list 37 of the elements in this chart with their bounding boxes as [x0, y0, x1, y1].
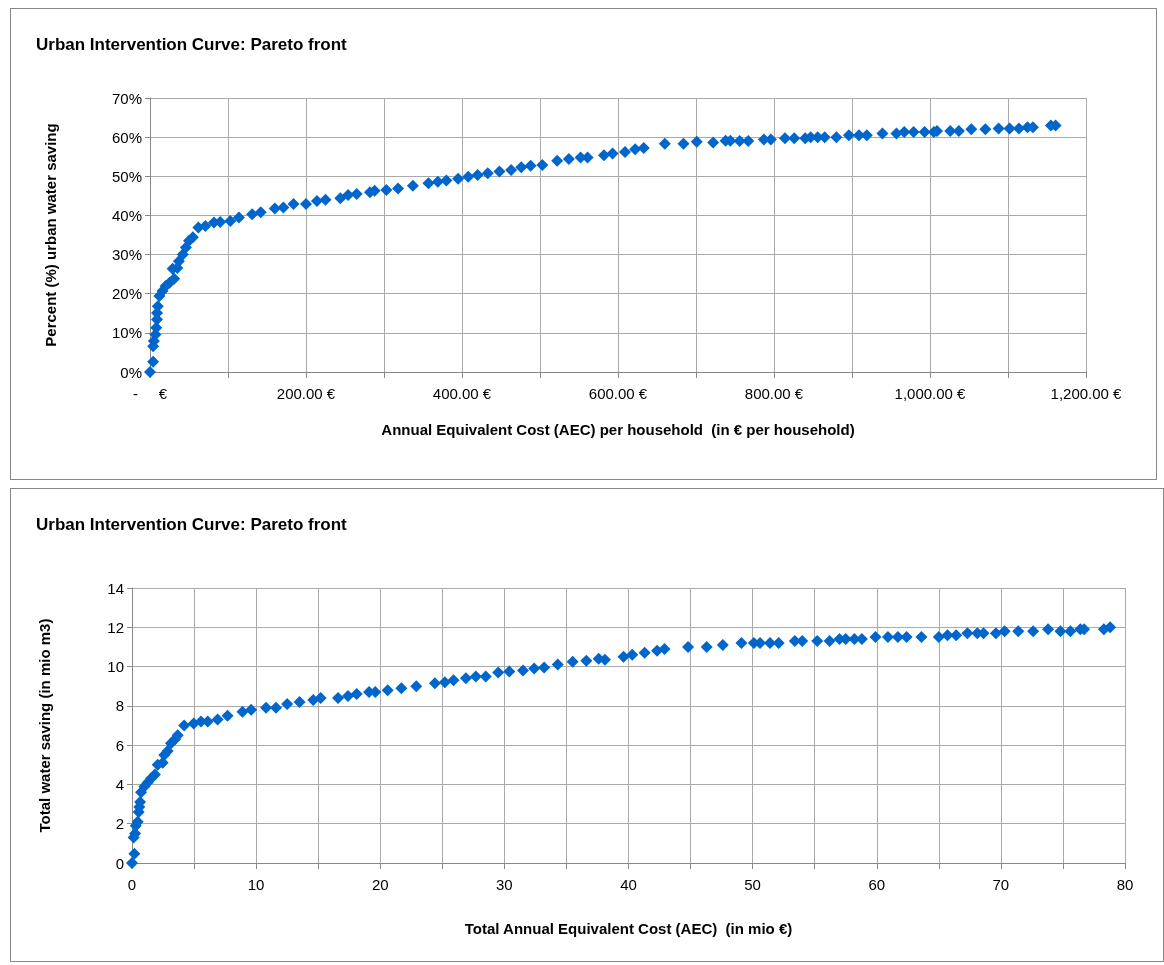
x-tick-label: 1,200.00 € — [1050, 385, 1123, 402]
x-axis-title: Annual Equivalent Cost (AEC) per household (in € per household) — [381, 421, 855, 438]
y-tick-label: 0% — [120, 363, 142, 381]
x-tick-label: 1,000.00 € — [894, 385, 967, 402]
y-tick-label: 60% — [111, 128, 142, 146]
x-tick-label: 50 — [744, 876, 761, 893]
x-tick-label: 30 — [496, 876, 513, 893]
x-tick-label: 80 — [1116, 876, 1134, 893]
chart-title: Urban Intervention Curve: Pareto front — [36, 515, 348, 534]
y-axis-title: Percent (%) urban water saving — [42, 123, 59, 347]
y-tick-label: 2 — [115, 815, 124, 833]
y-tick-label: 40% — [111, 206, 142, 224]
x-tick-label: 600.00 € — [588, 385, 648, 402]
x-tick-label: 200.00 € — [276, 385, 336, 402]
x-axis-title: Total Annual Equivalent Cost (AEC) (in mio €) — [464, 920, 793, 937]
y-tick-label: 50% — [111, 167, 142, 185]
y-tick-label: 30% — [111, 246, 142, 264]
y-tick-label: 10% — [111, 324, 142, 342]
y-tick-label: 20% — [111, 285, 142, 303]
x-tick-label: 400.00 € — [432, 385, 492, 402]
x-tick-label: 20 — [371, 876, 389, 893]
x-tick-label: 40 — [620, 876, 637, 893]
y-tick-label: 6 — [115, 736, 124, 754]
y-tick-label: 8 — [115, 697, 124, 715]
y-tick-label: 12 — [107, 618, 124, 636]
x-tick-label: 10 — [247, 876, 265, 893]
x-tick-label: - € — [132, 385, 168, 402]
y-axis-title: Total water saving (in mio m3) — [36, 618, 53, 833]
y-tick-label: 14 — [107, 579, 124, 597]
y-tick-label: 0 — [115, 854, 124, 872]
y-tick-label: 4 — [115, 775, 124, 793]
x-tick-label: 60 — [868, 876, 886, 893]
chart-title: Urban Intervention Curve: Pareto front — [36, 35, 348, 54]
x-tick-label: 70 — [992, 876, 1010, 893]
y-tick-label: 70% — [111, 89, 142, 107]
x-tick-label: 800.00 € — [744, 385, 804, 402]
y-tick-label: 10 — [107, 658, 124, 676]
